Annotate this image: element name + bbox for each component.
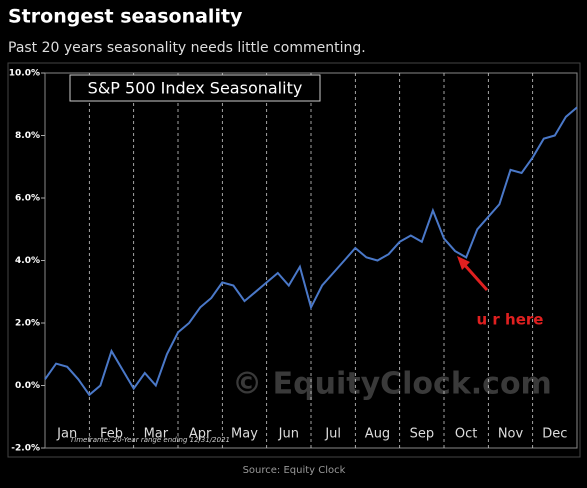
x-tick-label: Aug	[365, 427, 390, 442]
x-tick-label: Feb	[100, 427, 123, 442]
source: Source: Equity Clock	[243, 465, 346, 476]
y-tick-label: 0.0%	[15, 381, 40, 391]
data-line	[44, 106, 578, 397]
x-tick-label: Jul	[324, 427, 341, 442]
arrow-head	[457, 256, 470, 270]
x-tick-label: Mar	[144, 427, 169, 442]
chart-title: S&P 500 Index Seasonality	[88, 79, 303, 98]
x-tick-label: Sep	[410, 427, 435, 442]
chart-note: Timeframe: 20-Year range ending 12/31/20…	[70, 436, 230, 444]
page-title: Strongest seasonality	[8, 6, 243, 28]
y-tick-label: 8.0%	[15, 131, 40, 141]
x-tick-label: Jan	[56, 427, 77, 442]
y-tick-label: 6.0%	[15, 194, 40, 204]
x-tick-label: Nov	[498, 427, 524, 442]
x-tick-label: Dec	[542, 427, 567, 442]
y-tick-label: -2.0%	[11, 444, 40, 454]
annotation: u r here	[477, 311, 544, 329]
y-tick-label: 2.0%	[15, 319, 40, 329]
x-tick-label: Apr	[189, 427, 212, 442]
x-tick-label: Jun	[278, 427, 299, 442]
chart-title-box	[69, 74, 321, 102]
arrow-shaft	[460, 261, 489, 291]
x-tick-label: Oct	[455, 427, 477, 442]
watermark: © EquityClock.com	[232, 367, 552, 402]
y-tick-label: 4.0%	[15, 256, 40, 266]
page-subtitle: Past 20 years seasonality needs little c…	[8, 40, 366, 56]
x-tick-label: May	[231, 427, 258, 442]
y-tick-label: 10.0%	[9, 69, 40, 79]
